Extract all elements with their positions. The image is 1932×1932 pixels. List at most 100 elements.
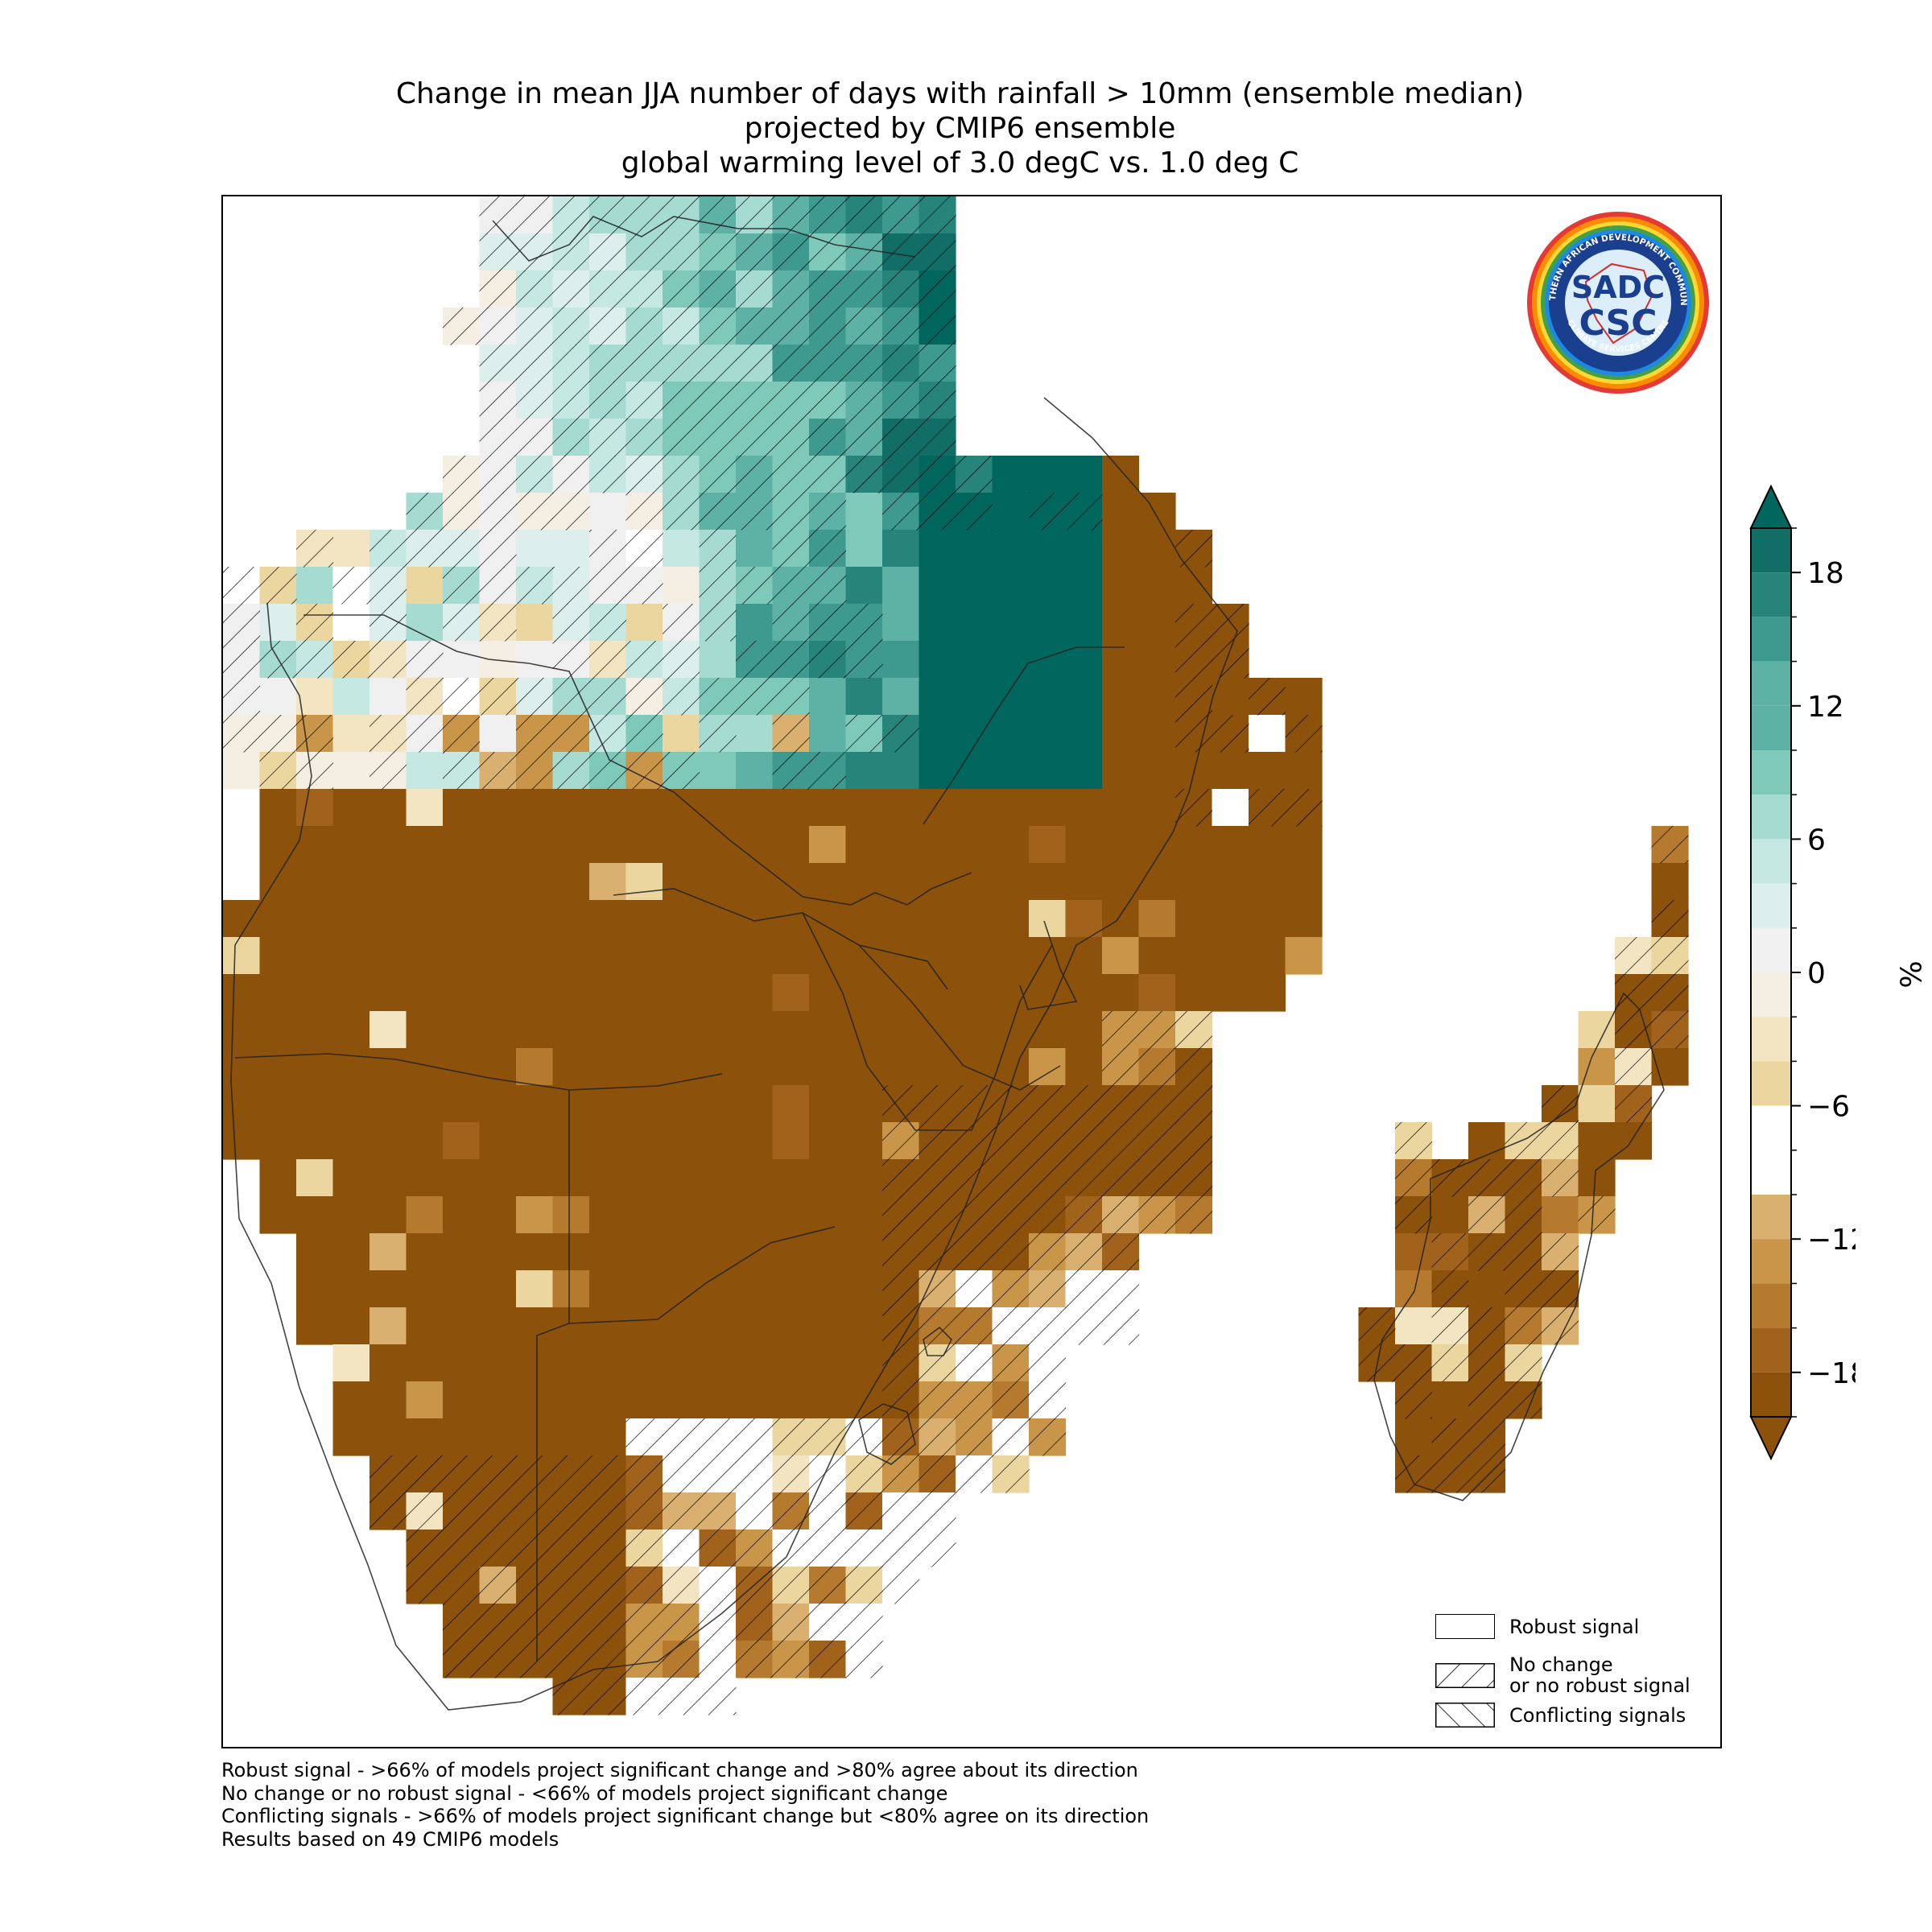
grid-cell — [663, 567, 700, 605]
grid-cell-hatch — [589, 1530, 627, 1567]
colorbar-block — [1751, 1283, 1791, 1328]
grid-cell-hatch — [736, 1641, 774, 1678]
grid-cell-hatch — [479, 1567, 517, 1604]
grid-cell — [369, 1159, 407, 1197]
grid-cell — [296, 567, 334, 605]
grid-cell — [332, 1307, 370, 1345]
grid-cell — [369, 1122, 407, 1160]
grid-cell — [589, 1122, 627, 1160]
grid-cell — [845, 1270, 883, 1308]
colorbar-block — [1751, 1239, 1791, 1284]
grid-cell — [332, 1159, 370, 1197]
grid-cell — [332, 974, 370, 1012]
coastline-madagascar — [1373, 992, 1665, 1501]
grid-cell — [1468, 1270, 1506, 1308]
grid-cell-hatch — [1468, 1307, 1506, 1345]
grid-cell — [845, 1196, 883, 1234]
grid-cell-hatch — [699, 308, 737, 345]
grid-cell — [772, 1270, 810, 1308]
grid-cell-hatch — [919, 1530, 956, 1567]
grid-cell — [736, 1381, 774, 1419]
grid-cell — [772, 937, 810, 975]
grid-cell-hatch — [992, 1344, 1030, 1382]
grid-cell — [663, 1344, 700, 1382]
grid-cell — [479, 1159, 517, 1197]
grid-cell — [443, 974, 481, 1012]
grid-cell-hatch — [663, 196, 700, 234]
grid-cell — [1138, 641, 1176, 679]
grid-cell-hatch — [516, 678, 554, 716]
grid-cell — [1395, 1307, 1433, 1345]
grid-cell-hatch — [772, 1455, 810, 1493]
colorbar-tick-label: 12 — [1807, 691, 1844, 724]
grid-cell-hatch — [552, 456, 590, 493]
grid-cell-hatch — [736, 270, 774, 308]
grid-cell — [1138, 530, 1176, 568]
grid-cell-hatch — [1468, 1196, 1506, 1234]
grid-cell-hatch — [1175, 678, 1213, 716]
grid-cell-hatch — [1505, 1381, 1542, 1419]
grid-cell-hatch — [809, 456, 847, 493]
grid-cell-hatch — [406, 493, 444, 530]
grid-cell — [1138, 493, 1176, 530]
grid-cell-hatch — [736, 308, 774, 345]
grid-cell — [809, 1381, 847, 1419]
grid-cell — [699, 1233, 737, 1271]
border-angola-drc — [303, 614, 675, 793]
grid-cell-hatch — [919, 1196, 956, 1234]
grid-cell — [589, 974, 627, 1012]
grid-cell — [296, 678, 334, 716]
grid-cell-hatch — [625, 493, 663, 530]
grid-cell-hatch — [479, 1455, 517, 1493]
grid-cell-hatch — [956, 1455, 993, 1493]
grid-cell — [1212, 937, 1249, 975]
grid-cell-hatch — [882, 456, 920, 493]
grid-cell-hatch — [1542, 1270, 1579, 1308]
grid-cell-hatch — [1138, 1048, 1176, 1086]
grid-cell — [1138, 937, 1176, 975]
grid-cell-hatch — [1431, 1418, 1469, 1456]
grid-cell — [1029, 1048, 1067, 1086]
grid-cell — [772, 974, 810, 1012]
border-lesotho — [858, 1403, 916, 1465]
grid-cell — [296, 1196, 334, 1234]
grid-cell — [699, 1159, 737, 1197]
grid-cell — [882, 1011, 920, 1049]
grid-cell-hatch — [699, 1455, 737, 1493]
grid-cell-hatch — [479, 382, 517, 419]
grid-cell-hatch — [663, 270, 700, 308]
grid-cell-hatch — [443, 308, 481, 345]
grid-cell-hatch — [1029, 1418, 1067, 1456]
grid-cell-hatch — [516, 419, 554, 456]
grid-cell — [699, 1048, 737, 1086]
grid-cell-hatch — [882, 493, 920, 530]
grid-cell — [956, 678, 993, 716]
grid-cell-hatch — [479, 530, 517, 568]
grid-cell — [699, 1011, 737, 1049]
grid-cell-hatch — [736, 1455, 774, 1493]
grid-cell-hatch — [956, 1159, 993, 1197]
grid-cell-hatch — [1175, 530, 1213, 568]
grid-cell-hatch — [919, 1455, 956, 1493]
grid-cell — [223, 1122, 261, 1160]
grid-cell — [772, 900, 810, 938]
grid-cell — [1102, 752, 1140, 790]
grid-cell — [736, 1085, 774, 1123]
grid-cell-hatch — [663, 1492, 700, 1530]
grid-cell — [736, 1307, 774, 1345]
grid-cell-hatch — [1578, 1196, 1616, 1234]
grid-cell — [699, 641, 737, 679]
grid-cell — [772, 789, 810, 827]
grid-cell — [259, 789, 297, 827]
grid-cell-hatch — [1542, 1122, 1579, 1160]
grid-cell-hatch — [1102, 1307, 1140, 1345]
colorbar-block — [1751, 1105, 1791, 1150]
grid-cell — [956, 530, 993, 568]
grid-cell — [809, 1233, 847, 1271]
grid-cell-hatch — [1651, 900, 1689, 938]
grid-cell-hatch — [882, 1381, 920, 1419]
grid-cell-hatch — [956, 456, 993, 493]
grid-cell-hatch — [479, 1604, 517, 1641]
grid-cell — [1065, 456, 1103, 493]
grid-cell — [259, 826, 297, 864]
